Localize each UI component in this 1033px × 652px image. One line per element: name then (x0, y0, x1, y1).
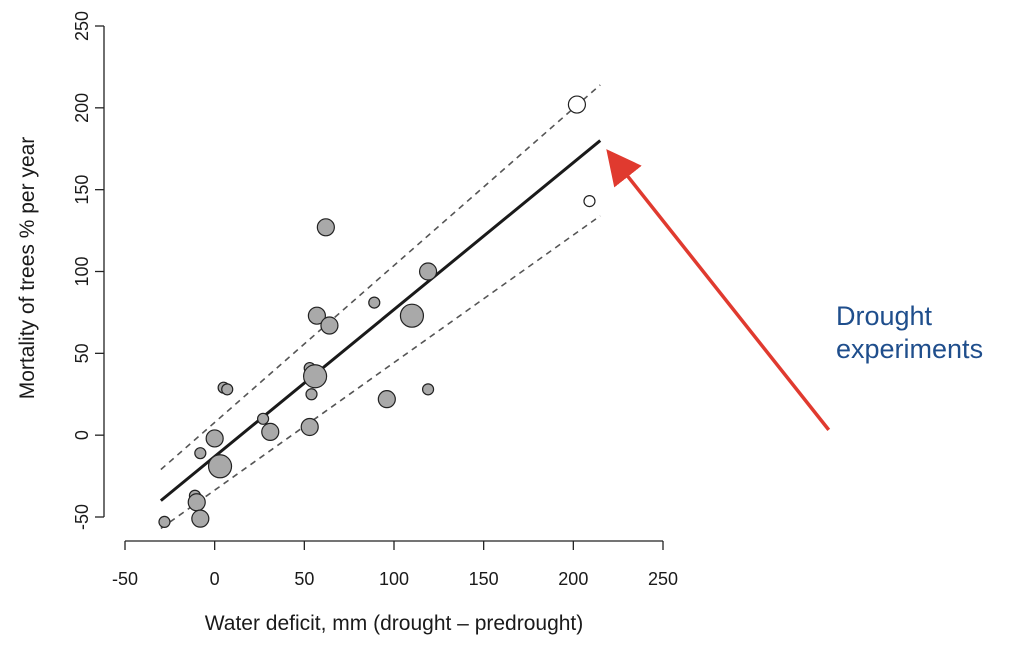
x-tick-label: 0 (210, 569, 220, 589)
data-point (320, 316, 339, 335)
y-tick-label: 50 (72, 343, 92, 363)
data-point (158, 515, 171, 529)
x-tick-label: 200 (558, 569, 588, 589)
y-axis-title: Mortality of trees % per year (16, 137, 39, 400)
data-point (261, 422, 280, 441)
x-tick-label: 250 (648, 569, 678, 589)
annotation-text: Drought experiments (836, 300, 983, 366)
x-axis-title: Water deficit, mm (drought – predrought) (205, 612, 584, 635)
y-tick-label: -50 (72, 504, 92, 530)
x-tick-label: 100 (379, 569, 409, 589)
data-point (191, 509, 210, 528)
y-tick-label: 150 (72, 175, 92, 205)
data-point (205, 429, 224, 448)
y-tick-label: 100 (72, 256, 92, 286)
annotation-line-2: experiments (836, 334, 984, 364)
data-point (399, 303, 425, 328)
regression-line (159, 139, 602, 502)
y-tick-label: 0 (72, 430, 92, 440)
upper-confidence-band (160, 84, 601, 471)
data-points (158, 95, 596, 529)
data-point (221, 383, 234, 396)
data-point (300, 417, 319, 437)
annotation-line-1: Drought (836, 301, 933, 331)
data-point (567, 95, 587, 114)
confidence-bands (160, 84, 601, 530)
x-tick-label: -50 (112, 569, 138, 589)
data-point (418, 262, 438, 281)
lower-confidence-band (160, 215, 601, 530)
data-point (316, 218, 335, 237)
axes: -50 0 50 100 150 200 250 -50 0 50 100 150 200 250 (72, 11, 678, 589)
data-point (302, 364, 328, 389)
x-tick-label: 150 (469, 569, 499, 589)
data-point (256, 412, 270, 425)
data-point (377, 390, 396, 409)
x-tick-label: 50 (294, 569, 314, 589)
data-point (207, 454, 233, 479)
data-point (421, 383, 435, 396)
y-tick-label: 200 (72, 93, 92, 123)
annotation-arrow-group (606, 149, 831, 431)
data-point (194, 447, 207, 460)
data-point (583, 195, 596, 208)
annotation-arrow (606, 149, 831, 431)
data-point (307, 306, 326, 325)
regression-line-group (159, 139, 602, 502)
data-point (187, 493, 206, 512)
data-point (305, 388, 318, 401)
data-point (368, 296, 381, 309)
y-tick-label: 250 (72, 11, 92, 41)
